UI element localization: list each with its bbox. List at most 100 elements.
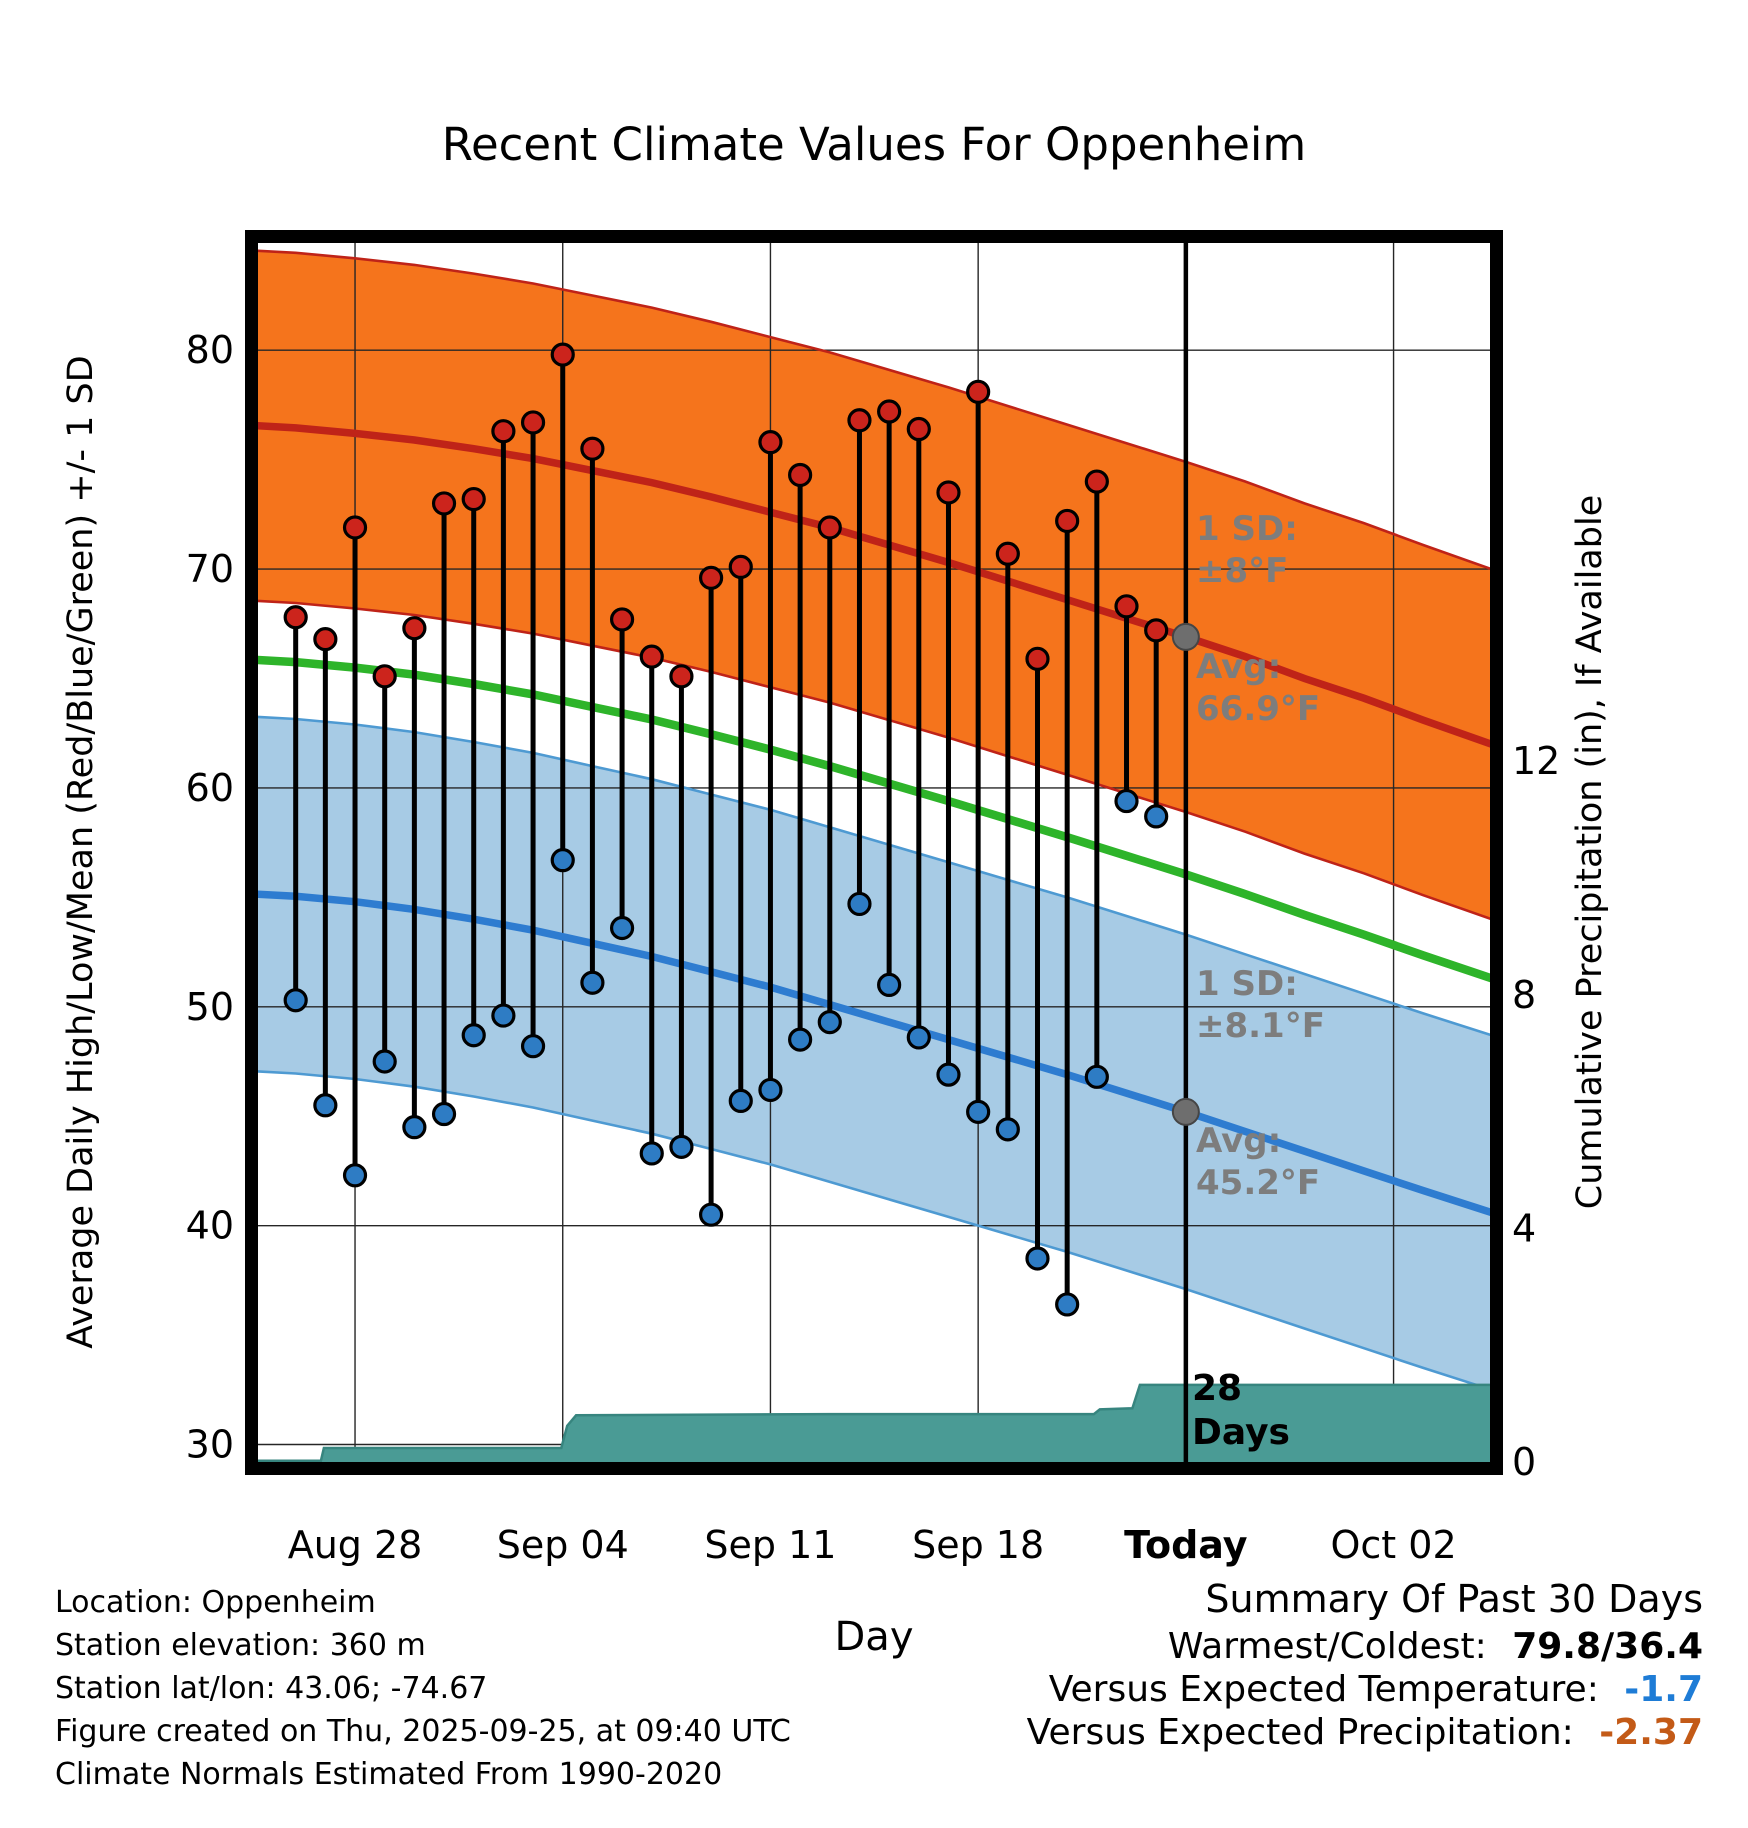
y-left-tick-label: 40 [186,1204,234,1248]
daily-low-marker [995,1117,1020,1142]
low-sd-label-line2: ±8.1°F [1196,1006,1325,1046]
daily-high-marker [639,644,664,669]
daily-high-marker [431,491,457,516]
x-tick-label: Oct 02 [1330,1523,1456,1567]
x-tick-label: Sep 18 [912,1523,1044,1567]
daily-high-marker [491,419,516,444]
summary-vs-temperature: Versus Expected Temperature: -1.7 [1049,1669,1703,1710]
daily-low-marker [1084,1064,1109,1089]
daily-high-marker [372,664,397,689]
daily-high-marker [906,416,931,442]
daily-high-marker [936,480,961,505]
daily-low-marker [936,1062,961,1087]
y-left-tick-label: 80 [186,328,234,372]
daily-high-marker [313,627,338,652]
daily-high-marker [550,342,575,367]
daily-low-marker [639,1141,664,1166]
y-left-tick-label: 70 [186,547,234,591]
daily-high-marker [847,408,872,433]
daily-high-marker [609,607,635,632]
daily-high-marker [1025,646,1050,671]
low-normal-band [258,716,1490,1390]
daily-high-marker [758,430,783,455]
daily-high-marker [580,436,605,461]
daily-high-marker [461,486,486,512]
x-tick-label: Aug 28 [288,1523,423,1567]
daily-high-marker [1144,618,1169,643]
high-normal-band [258,250,1490,919]
daily-high-marker [283,605,308,630]
climate-normals-note: Climate Normals Estimated From 1990-2020 [55,1757,722,1792]
daily-low-marker [580,970,605,995]
daily-low-marker [461,1023,486,1048]
station-latlon: Station lat/lon: 43.06; -74.67 [55,1671,487,1706]
daily-low-marker [906,1025,931,1050]
high-avg-label-line2: 66.9°F [1196,689,1320,729]
daily-high-marker [402,616,427,641]
y-left-tick-label: 60 [186,766,234,810]
summary-warmest-coldest-value: 79.8/36.4 [1512,1626,1703,1667]
y-left-tick-label: 50 [186,985,234,1029]
y-axis-left-label: Average Daily High/Low/Mean (Red/Blue/Gr… [61,355,101,1348]
summary-warmest-coldest-label: Warmest/Coldest: [1168,1626,1487,1667]
normal-band-edge [258,249,1490,570]
x-tick-label: Sep 11 [704,1523,836,1567]
daily-low-marker [728,1088,753,1113]
cumulative-precip-edge [258,1383,1490,1462]
plot-area [258,243,1490,1462]
daily-low-marker [877,972,902,998]
daily-high-marker [669,664,694,689]
daily-low-marker [372,1049,397,1074]
low-band-annotation: 1 SD: ±8.1°F Avg: 45.2°F [1196,964,1325,1203]
daily-low-marker [550,848,575,873]
x-tick-label: Sep 04 [497,1523,629,1567]
daily-low-marker [402,1115,427,1140]
chart-title: Recent Climate Values For Oppenheim [442,118,1307,171]
summary-vs-precipitation: Versus Expected Precipitation: -2.37 [1027,1712,1703,1753]
high-sd-label-line1: 1 SD: [1196,509,1298,549]
daily-low-marker [669,1134,694,1159]
summary-block: Summary Of Past 30 Days Warmest/Coldest:… [1027,1577,1703,1753]
precip-days-annotation: 28 Days [1192,1368,1290,1453]
daily-low-marker [609,915,635,941]
y-left-tick-label: 30 [186,1422,234,1466]
daily-low-marker [1025,1246,1050,1271]
daily-low-marker [847,891,872,917]
daily-low-marker [313,1093,338,1118]
daily-low-marker [817,1010,842,1035]
daily-low-marker [698,1202,724,1227]
y-right-tick-label: 0 [1512,1440,1536,1484]
daily-low-marker [758,1077,783,1103]
daily-high-marker [788,462,813,488]
daily-high-marker [342,515,368,540]
low-avg-label-line1: Avg: [1196,1121,1281,1161]
x-axis-label: Day [835,1614,914,1660]
summary-vs-precipitation-value: -2.37 [1599,1712,1703,1753]
daily-low-marker [520,1034,546,1059]
daily-high-marker [728,554,753,579]
summary-title: Summary Of Past 30 Days [1205,1577,1703,1621]
y-right-tick-label: 4 [1512,1206,1536,1250]
y-right-tick-label: 12 [1512,739,1560,783]
daily-high-marker [1114,594,1139,619]
plot-frame [245,230,1503,1475]
figure-created: Figure created on Thu, 2025-09-25, at 09… [55,1714,791,1749]
tick-labels: Aug 28 Sep 04 Sep 11 Sep 18 Today Oct 0230405… [186,328,1561,1567]
summary-warmest-coldest: Warmest/Coldest: 79.8/36.4 [1168,1626,1703,1667]
daily-low-marker [342,1163,368,1188]
summary-vs-temperature-label: Versus Expected Temperature: [1049,1669,1599,1710]
station-elevation: Station elevation: 360 m [55,1628,426,1663]
station-location: Location: Oppenheim [55,1585,376,1620]
daily-high-marker [698,565,724,590]
daily-high-marker [1084,469,1109,494]
y-right-tick-label: 8 [1512,973,1536,1017]
daily-high-marker [1055,508,1080,534]
daily-high-marker [520,410,546,435]
daily-low-marker [431,1101,457,1127]
daily-low-marker [966,1099,991,1124]
low-sd-label-line1: 1 SD: [1196,964,1298,1004]
daily-high-marker [877,399,902,424]
summary-vs-precipitation-label: Versus Expected Precipitation: [1027,1712,1574,1753]
daily-low-marker [283,988,308,1013]
